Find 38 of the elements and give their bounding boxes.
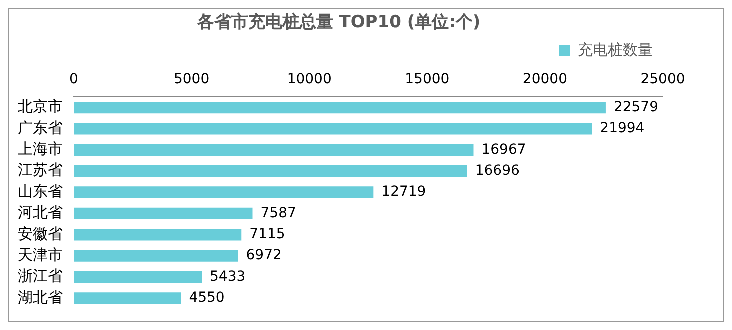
y-tick-label: 浙江省: [18, 267, 63, 286]
y-tick-label: 北京市: [18, 98, 63, 116]
bar: [74, 123, 592, 135]
chart-title: 各省市充电桩总量 TOP10 (单位:个): [196, 12, 481, 33]
data-label: 6972: [246, 248, 282, 264]
x-tick-label: 0: [70, 71, 78, 88]
bar: [74, 186, 374, 198]
bar: [74, 208, 253, 220]
y-tick-label: 湖北省: [18, 288, 63, 306]
bar: [74, 292, 182, 304]
y-tick-label: 江苏省: [18, 161, 63, 180]
data-label: 4550: [189, 290, 225, 306]
y-tick-label: 广东省: [18, 118, 63, 137]
y-tick-label: 山东省: [18, 182, 63, 200]
bar: [74, 144, 474, 156]
data-label: 5433: [210, 268, 246, 285]
data-label: 12719: [382, 184, 426, 200]
bar: [74, 250, 238, 262]
x-tick-label: 25000: [640, 71, 686, 88]
bar: [74, 102, 606, 114]
x-tick-label: 10000: [287, 71, 332, 88]
bar: [74, 271, 202, 284]
data-label: 16696: [475, 162, 520, 179]
y-tick-label: 安徽省: [18, 224, 63, 243]
x-tick-label: 5000: [174, 71, 210, 88]
y-tick-label: 河北省: [18, 204, 63, 222]
y-tick-label: 上海市: [18, 140, 63, 158]
y-tick-label: 天津市: [18, 246, 63, 264]
bar: [74, 166, 468, 178]
data-label: 16967: [482, 142, 526, 158]
data-label: 7587: [260, 205, 296, 222]
x-tick-label: 20000: [522, 71, 568, 88]
data-label: 7115: [250, 226, 286, 243]
legend-label: 充电桩数量: [578, 40, 653, 59]
bar: [74, 229, 242, 241]
data-label: 22579: [614, 99, 659, 116]
data-label: 21994: [600, 120, 645, 137]
x-tick-label: 15000: [405, 71, 450, 88]
